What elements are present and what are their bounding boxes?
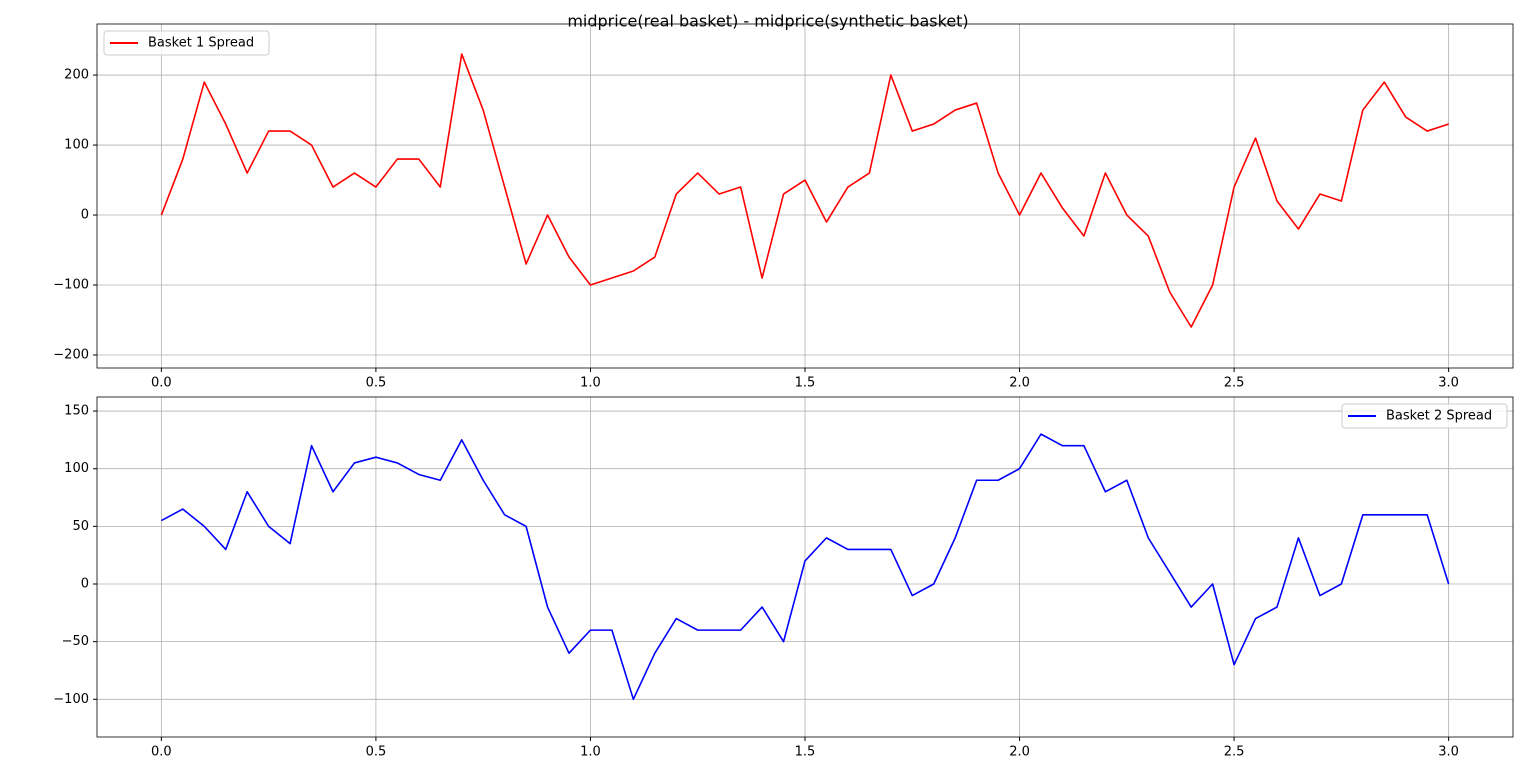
y-tick-label: −100 xyxy=(53,692,89,707)
y-tick-label: 0 xyxy=(81,208,89,223)
x-tick-label: 0.5 xyxy=(366,376,387,391)
x-tick-label: 1.5 xyxy=(795,376,816,391)
x-tick-label: 2.0 xyxy=(1009,745,1030,760)
legend-label: Basket 1 Spread xyxy=(148,36,254,51)
x-tick-label: 0.0 xyxy=(151,745,172,760)
series-line xyxy=(160,53,1449,328)
x-tick-label: 2.5 xyxy=(1224,745,1245,760)
x-tick-label: 2.0 xyxy=(1009,376,1030,391)
y-tick-label: 100 xyxy=(64,461,89,476)
y-tick-label: −200 xyxy=(53,347,89,362)
y-tick-label: −50 xyxy=(62,634,89,649)
y-tick-label: 100 xyxy=(64,138,89,153)
axes-frame xyxy=(96,23,1514,369)
x-tick-label: 2.5 xyxy=(1224,376,1245,391)
x-tick-label: 0.0 xyxy=(151,376,172,391)
y-tick-label: −100 xyxy=(53,278,89,293)
x-tick-label: 1.0 xyxy=(580,745,601,760)
x-tick-label: 3.0 xyxy=(1438,376,1459,391)
y-tick-label: 0 xyxy=(81,577,89,592)
x-tick-label: 0.5 xyxy=(366,745,387,760)
figure-title: midprice(real basket) - midprice(synthet… xyxy=(567,12,968,31)
series-line xyxy=(160,433,1450,701)
legend-label: Basket 2 Spread xyxy=(1386,409,1492,424)
x-tick-label: 1.0 xyxy=(580,376,601,391)
axes-frame xyxy=(96,396,1514,738)
y-tick-label: 150 xyxy=(64,404,89,419)
x-tick-label: 1.5 xyxy=(795,745,816,760)
legend-box xyxy=(1341,403,1508,429)
y-tick-label: 200 xyxy=(64,68,89,83)
legend-box xyxy=(103,30,270,56)
y-tick-label: 50 xyxy=(72,519,89,534)
x-tick-label: 3.0 xyxy=(1438,745,1459,760)
